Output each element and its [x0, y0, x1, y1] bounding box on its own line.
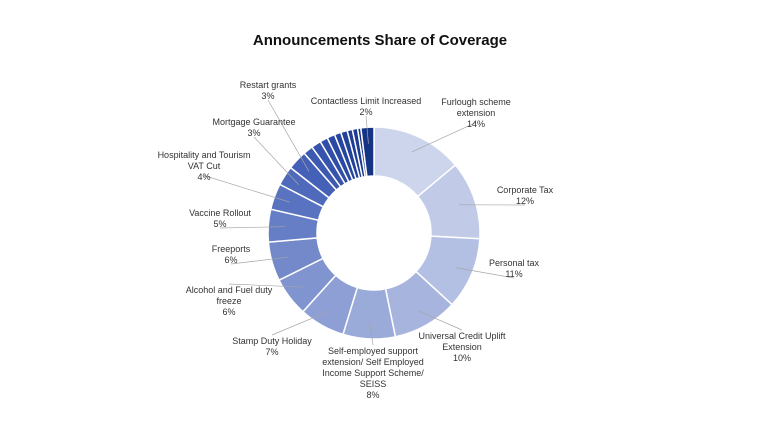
leader-line-restart-grants: [267, 99, 310, 172]
slice-label-self-employed-support-extension-self-employed-income-support-scheme-seiss-line-2: Income Support Scheme/: [322, 368, 424, 378]
pct-label-universal-credit-uplift-extension: 10%: [453, 353, 471, 363]
pct-label-corporate-tax: 12%: [516, 196, 534, 206]
slice-label-furlough-scheme-extension-line-0: Furlough scheme: [441, 97, 511, 107]
pct-label-furlough-scheme-extension: 14%: [467, 119, 485, 129]
pct-label-self-employed-support-extension-self-employed-income-support-scheme-seiss: 8%: [366, 390, 379, 400]
leader-line-furlough-scheme-extension: [411, 122, 477, 153]
leader-line-universal-credit-uplift-extension: [418, 310, 463, 331]
pct-label-freeports: 6%: [224, 255, 237, 265]
slice-label-personal-tax-line-0: Personal tax: [489, 258, 540, 268]
slice-label-furlough-scheme-extension-line-1: extension: [457, 108, 496, 118]
pct-label-stamp-duty-holiday: 7%: [265, 347, 278, 357]
slice-label-stamp-duty-holiday-line-0: Stamp Duty Holiday: [232, 336, 312, 346]
pct-label-contactless-limit-increased: 2%: [359, 107, 372, 117]
chart-title: Announcements Share of Coverage: [252, 32, 508, 49]
slice-label-self-employed-support-extension-self-employed-income-support-scheme-seiss-line-1: extension/ Self Employed: [322, 357, 424, 367]
pct-label-vaccine-rollout: 5%: [213, 219, 226, 229]
slice-label-hospitality-and-tourism-vat-cut-line-1: VAT Cut: [188, 161, 221, 171]
pct-label-alcohol-and-fuel-duty-freeze: 6%: [222, 307, 235, 317]
slice-label-universal-credit-uplift-extension-line-0: Universal Credit Uplift: [418, 331, 506, 341]
slice-label-hospitality-and-tourism-vat-cut-line-0: Hospitality and Tourism: [158, 150, 251, 160]
leader-line-mortgage-guarantee: [253, 136, 299, 185]
leader-line-self-employed-support-extension-self-employed-income-support-scheme-seiss: [369, 322, 374, 346]
leader-line-group: [203, 99, 526, 346]
slice-label-alcohol-and-fuel-duty-freeze-line-1: freeze: [216, 296, 241, 306]
slice-group: [267, 126, 481, 340]
leader-line-stamp-duty-holiday: [271, 310, 330, 336]
slice-label-vaccine-rollout-line-0: Vaccine Rollout: [189, 208, 251, 218]
leader-line-personal-tax: [456, 267, 515, 279]
slice-contactless-limit-increased: [359, 126, 375, 178]
slice-label-corporate-tax-line-0: Corporate Tax: [497, 185, 554, 195]
slice-label-self-employed-support-extension-self-employed-income-support-scheme-seiss-line-0: Self-employed support: [328, 346, 419, 356]
pct-label-personal-tax: 11%: [505, 269, 522, 279]
slice-label-contactless-limit-increased-line-0: Contactless Limit Increased: [311, 96, 422, 106]
slice-label-freeports-line-0: Freeports: [212, 244, 251, 254]
pct-label-hospitality-and-tourism-vat-cut: 4%: [197, 172, 210, 182]
leader-line-freeports: [230, 256, 288, 265]
slice-label-mortgage-guarantee-line-0: Mortgage Guarantee: [212, 117, 295, 127]
leader-line-alcohol-and-fuel-duty-freeze: [228, 283, 303, 288]
slice-label-restart-grants-line-0: Restart grants: [240, 80, 297, 90]
pct-label-mortgage-guarantee: 3%: [247, 128, 260, 138]
leader-line-hospitality-and-tourism-vat-cut: [203, 175, 291, 203]
leader-line-vaccine-rollout: [219, 226, 285, 229]
slice-label-self-employed-support-extension-self-employed-income-support-scheme-seiss-line-3: SEISS: [360, 379, 387, 389]
slice-label-universal-credit-uplift-extension-line-1: Extension: [442, 342, 482, 352]
pct-label-restart-grants: 3%: [261, 91, 274, 101]
slice-label-alcohol-and-fuel-duty-freeze-line-0: Alcohol and Fuel duty: [186, 285, 273, 295]
leader-line-contactless-limit-increased: [365, 115, 369, 144]
